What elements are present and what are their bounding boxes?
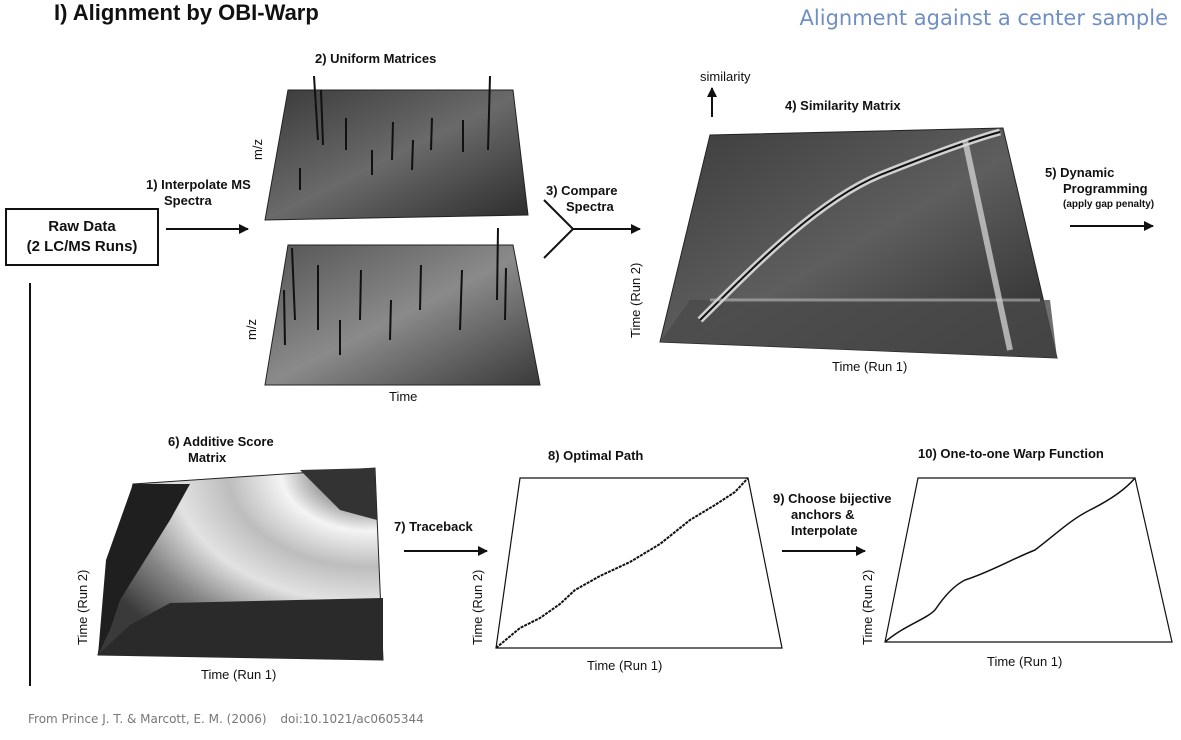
step5-line1: 5) Dynamic bbox=[1045, 165, 1115, 180]
step9-label: 9) Choose bijective anchors & Interpolat… bbox=[773, 491, 891, 539]
step2-label: 2) Uniform Matrices bbox=[315, 51, 437, 66]
uniform-matrix-bottom bbox=[264, 227, 541, 386]
step3-line2: Spectra bbox=[566, 199, 614, 214]
step1-line1: 1) Interpolate MS bbox=[146, 177, 251, 192]
step9-line2: anchors & bbox=[791, 507, 855, 522]
step7-label: 7) Traceback bbox=[394, 519, 473, 534]
step6-line1: 6) Additive Score bbox=[168, 434, 274, 449]
warp-function-curve bbox=[884, 477, 1136, 643]
step1-label: 1) Interpolate MS Spectra bbox=[146, 177, 251, 209]
step5-line2: Programming bbox=[1063, 181, 1148, 196]
axis-path-run2: Time (Run 2) bbox=[470, 569, 485, 645]
axis-time: Time bbox=[389, 389, 418, 404]
doi-text: doi:10.1021/ac0605344 bbox=[280, 712, 424, 726]
axis-warp-run2: Time (Run 2) bbox=[860, 569, 875, 645]
axis-sim-run1: Time (Run 1) bbox=[832, 359, 908, 374]
raw-data-label: Raw Data bbox=[48, 218, 116, 235]
uniform-matrix-top bbox=[264, 75, 529, 221]
footer-citation: From Prince J. T. & Marcott, E. M. (2006… bbox=[28, 712, 424, 726]
step3-label: 3) Compare Spectra bbox=[546, 183, 618, 215]
step9-line1: 9) Choose bijective bbox=[773, 491, 892, 506]
optimal-path-panel bbox=[495, 477, 783, 649]
optimal-path-line bbox=[495, 477, 749, 649]
axis-warp-run1: Time (Run 1) bbox=[987, 654, 1063, 669]
axis-mz-bottom: m/z bbox=[244, 319, 259, 340]
raw-data-sublabel: (2 LC/MS Runs) bbox=[26, 238, 138, 255]
axis-mz-top: m/z bbox=[250, 139, 265, 160]
similarity-matrix-surface bbox=[659, 127, 1058, 359]
step4-label: 4) Similarity Matrix bbox=[785, 98, 901, 113]
axis-sim-run2: Time (Run 2) bbox=[628, 262, 643, 338]
step9-line3: Interpolate bbox=[791, 523, 858, 538]
page-title: I) Alignment by OBI-Warp bbox=[54, 0, 319, 25]
step3-line1: 3) Compare bbox=[546, 183, 618, 198]
step5-line3: (apply gap penalty) bbox=[1063, 199, 1155, 210]
step6-line2: Matrix bbox=[188, 450, 227, 465]
axis-path-run1: Time (Run 1) bbox=[587, 658, 663, 673]
compare-join-lines bbox=[543, 199, 575, 259]
axis-similarity: similarity bbox=[700, 69, 751, 84]
step6-label: 6) Additive Score Matrix bbox=[168, 434, 274, 466]
step5-label: 5) Dynamic Programming (apply gap penalt… bbox=[1045, 165, 1154, 213]
step1-line2: Spectra bbox=[164, 193, 212, 208]
step10-label: 10) One-to-one Warp Function bbox=[918, 446, 1104, 461]
additive-score-matrix bbox=[97, 467, 384, 661]
warp-function-panel bbox=[884, 477, 1173, 643]
axis-score-run2: Time (Run 2) bbox=[75, 569, 90, 645]
raw-data-box: Raw Data (2 LC/MS Runs) bbox=[5, 208, 159, 266]
step8-label: 8) Optimal Path bbox=[548, 448, 644, 463]
axis-score-run1: Time (Run 1) bbox=[201, 667, 277, 682]
page-subtitle: Alignment against a center sample bbox=[799, 6, 1168, 30]
citation-text: From Prince J. T. & Marcott, E. M. (2006… bbox=[28, 712, 267, 726]
